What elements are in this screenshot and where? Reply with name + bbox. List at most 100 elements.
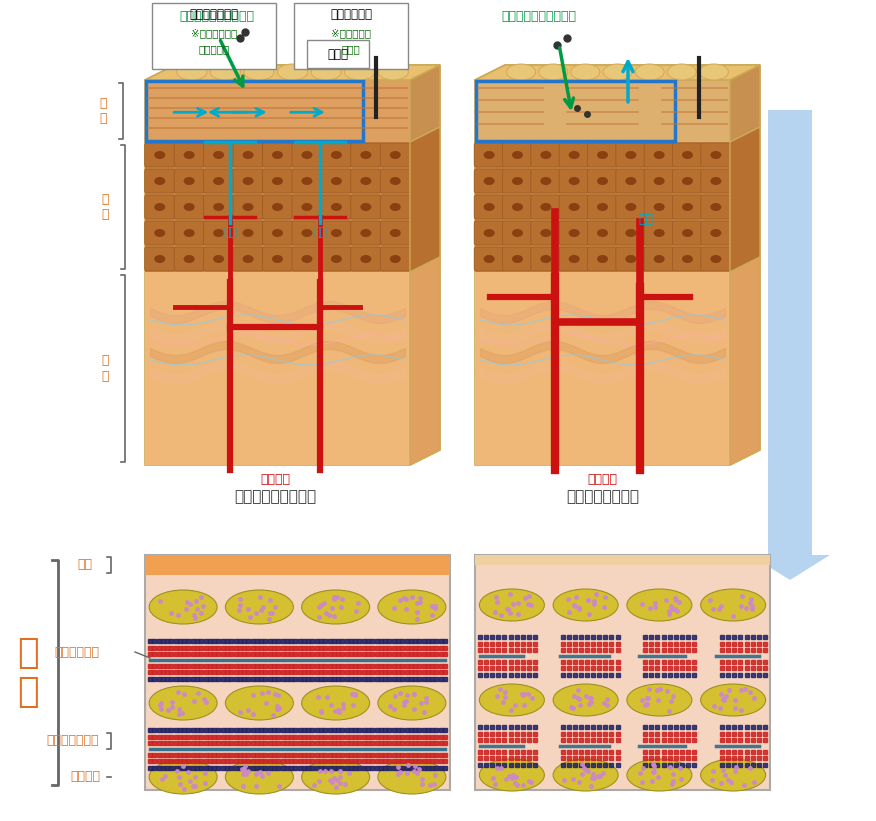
Ellipse shape bbox=[682, 255, 693, 263]
Ellipse shape bbox=[184, 255, 194, 263]
Ellipse shape bbox=[278, 64, 307, 80]
FancyBboxPatch shape bbox=[474, 221, 505, 245]
FancyBboxPatch shape bbox=[701, 247, 731, 271]
FancyBboxPatch shape bbox=[145, 272, 410, 465]
Ellipse shape bbox=[653, 151, 665, 159]
FancyBboxPatch shape bbox=[233, 195, 263, 219]
Polygon shape bbox=[410, 257, 440, 465]
FancyBboxPatch shape bbox=[145, 247, 174, 271]
Ellipse shape bbox=[540, 151, 551, 159]
FancyBboxPatch shape bbox=[145, 169, 174, 193]
FancyBboxPatch shape bbox=[616, 195, 646, 219]
Ellipse shape bbox=[569, 255, 580, 263]
Ellipse shape bbox=[625, 177, 636, 185]
Text: 天然保湿因子: 天然保湿因子 bbox=[330, 8, 372, 21]
FancyBboxPatch shape bbox=[233, 169, 263, 193]
Ellipse shape bbox=[625, 203, 636, 211]
FancyBboxPatch shape bbox=[475, 272, 730, 465]
Text: 角
層: 角 層 bbox=[18, 635, 39, 709]
Ellipse shape bbox=[378, 760, 446, 794]
Ellipse shape bbox=[512, 229, 523, 237]
FancyBboxPatch shape bbox=[475, 80, 730, 465]
Ellipse shape bbox=[390, 229, 401, 237]
FancyBboxPatch shape bbox=[559, 195, 590, 219]
Text: に存在: に存在 bbox=[342, 44, 360, 54]
FancyBboxPatch shape bbox=[503, 247, 533, 271]
FancyBboxPatch shape bbox=[673, 221, 703, 245]
FancyBboxPatch shape bbox=[531, 169, 561, 193]
Ellipse shape bbox=[213, 203, 224, 211]
Ellipse shape bbox=[213, 229, 224, 237]
Ellipse shape bbox=[301, 203, 313, 211]
FancyBboxPatch shape bbox=[768, 110, 812, 530]
FancyBboxPatch shape bbox=[321, 195, 351, 219]
Ellipse shape bbox=[701, 759, 766, 791]
Ellipse shape bbox=[479, 589, 544, 621]
FancyBboxPatch shape bbox=[145, 555, 450, 575]
Text: 水分: 水分 bbox=[223, 226, 237, 239]
FancyBboxPatch shape bbox=[644, 221, 675, 245]
FancyBboxPatch shape bbox=[474, 195, 505, 219]
Ellipse shape bbox=[512, 177, 523, 185]
Ellipse shape bbox=[243, 229, 253, 237]
FancyBboxPatch shape bbox=[673, 143, 703, 167]
FancyBboxPatch shape bbox=[531, 143, 561, 167]
FancyBboxPatch shape bbox=[701, 143, 731, 167]
Ellipse shape bbox=[344, 64, 375, 80]
Ellipse shape bbox=[512, 151, 523, 159]
FancyBboxPatch shape bbox=[203, 169, 234, 193]
Ellipse shape bbox=[479, 759, 544, 791]
Ellipse shape bbox=[710, 151, 721, 159]
FancyBboxPatch shape bbox=[203, 195, 234, 219]
Text: 皮脂: 皮脂 bbox=[77, 558, 93, 571]
FancyBboxPatch shape bbox=[292, 143, 322, 167]
Polygon shape bbox=[410, 65, 440, 465]
FancyBboxPatch shape bbox=[475, 142, 730, 272]
FancyBboxPatch shape bbox=[475, 555, 770, 565]
Ellipse shape bbox=[154, 255, 166, 263]
FancyBboxPatch shape bbox=[559, 169, 590, 193]
Text: 正常な皮膚（角層）: 正常な皮膚（角層） bbox=[234, 489, 316, 504]
FancyBboxPatch shape bbox=[321, 143, 351, 167]
Ellipse shape bbox=[484, 229, 495, 237]
Ellipse shape bbox=[331, 177, 342, 185]
FancyBboxPatch shape bbox=[292, 221, 322, 245]
FancyBboxPatch shape bbox=[145, 195, 174, 219]
FancyBboxPatch shape bbox=[701, 195, 731, 219]
FancyBboxPatch shape bbox=[616, 221, 646, 245]
Ellipse shape bbox=[603, 64, 632, 80]
Ellipse shape bbox=[360, 203, 371, 211]
Ellipse shape bbox=[225, 686, 293, 720]
Ellipse shape bbox=[149, 760, 217, 794]
Text: 角質細胞間脂質: 角質細胞間脂質 bbox=[46, 735, 99, 747]
FancyBboxPatch shape bbox=[588, 143, 618, 167]
FancyBboxPatch shape bbox=[380, 221, 410, 245]
Ellipse shape bbox=[627, 759, 692, 791]
Ellipse shape bbox=[627, 589, 692, 621]
FancyBboxPatch shape bbox=[174, 143, 204, 167]
Ellipse shape bbox=[301, 229, 313, 237]
Ellipse shape bbox=[177, 64, 207, 80]
Ellipse shape bbox=[301, 760, 370, 794]
Ellipse shape bbox=[635, 64, 664, 80]
Ellipse shape bbox=[625, 229, 636, 237]
Ellipse shape bbox=[331, 151, 342, 159]
FancyBboxPatch shape bbox=[644, 195, 675, 219]
FancyBboxPatch shape bbox=[588, 247, 618, 271]
Polygon shape bbox=[410, 65, 440, 142]
FancyBboxPatch shape bbox=[503, 195, 533, 219]
Ellipse shape bbox=[553, 589, 618, 621]
Ellipse shape bbox=[512, 203, 523, 211]
Ellipse shape bbox=[225, 760, 293, 794]
Ellipse shape bbox=[154, 203, 166, 211]
FancyBboxPatch shape bbox=[145, 221, 174, 245]
Ellipse shape bbox=[301, 151, 313, 159]
FancyBboxPatch shape bbox=[474, 247, 505, 271]
Ellipse shape bbox=[154, 151, 166, 159]
Ellipse shape bbox=[653, 229, 665, 237]
Ellipse shape bbox=[272, 203, 283, 211]
Ellipse shape bbox=[701, 589, 766, 621]
Text: 真
皮: 真 皮 bbox=[102, 355, 109, 383]
FancyBboxPatch shape bbox=[233, 221, 263, 245]
FancyBboxPatch shape bbox=[531, 221, 561, 245]
